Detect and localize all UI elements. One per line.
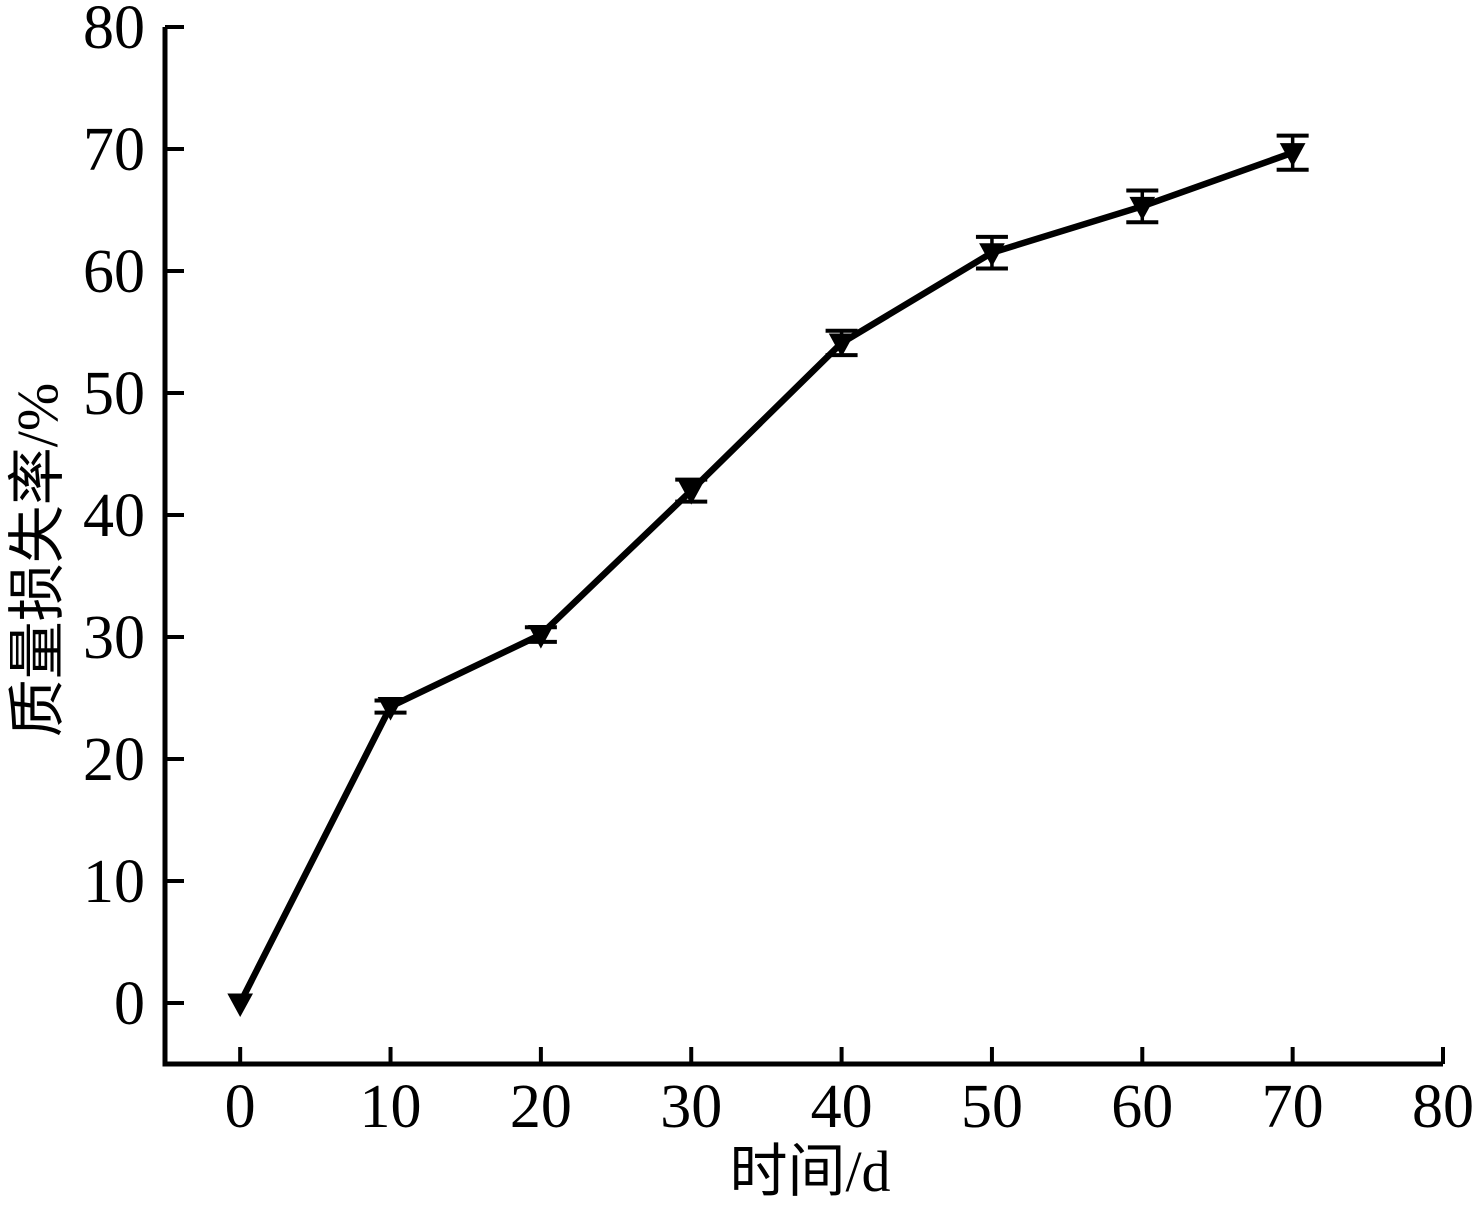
y-axis-title: 质量损失率/%: [5, 382, 70, 738]
y-tick-label: 10: [83, 848, 145, 916]
y-tick-label: 0: [114, 970, 145, 1038]
x-tick-label: 40: [811, 1073, 873, 1141]
y-tick-label: 50: [83, 360, 145, 428]
x-tick-label: 20: [510, 1073, 572, 1141]
y-tick-label: 40: [83, 482, 145, 550]
x-tick-label: 10: [360, 1073, 422, 1141]
x-tick-label: 70: [1262, 1073, 1324, 1141]
y-tick-label: 70: [83, 116, 145, 184]
axis-frame: [162, 27, 1443, 1067]
x-tick-label: 0: [225, 1073, 256, 1141]
y-tick-label: 20: [83, 726, 145, 794]
y-tick-label: 80: [83, 0, 145, 62]
data-point-marker: [1279, 143, 1306, 167]
series-line: [237, 149, 1294, 1005]
data-point-marker: [227, 993, 254, 1018]
data-point-marker: [979, 243, 1005, 267]
x-tick-label: 80: [1412, 1073, 1474, 1141]
data-point-marker: [377, 697, 404, 721]
y-tick-label: 60: [83, 238, 145, 306]
x-tick-label: 30: [660, 1073, 722, 1141]
x-axis-title: 时间/d: [729, 1139, 891, 1204]
data-point-marker: [828, 333, 855, 358]
data-point-marker: [1129, 196, 1156, 221]
x-tick-label: 50: [961, 1073, 1023, 1141]
data-point-marker: [528, 625, 554, 649]
y-tick-label: 30: [83, 604, 145, 672]
x-tick-label: 60: [1111, 1073, 1173, 1141]
data-point-marker: [678, 481, 705, 505]
